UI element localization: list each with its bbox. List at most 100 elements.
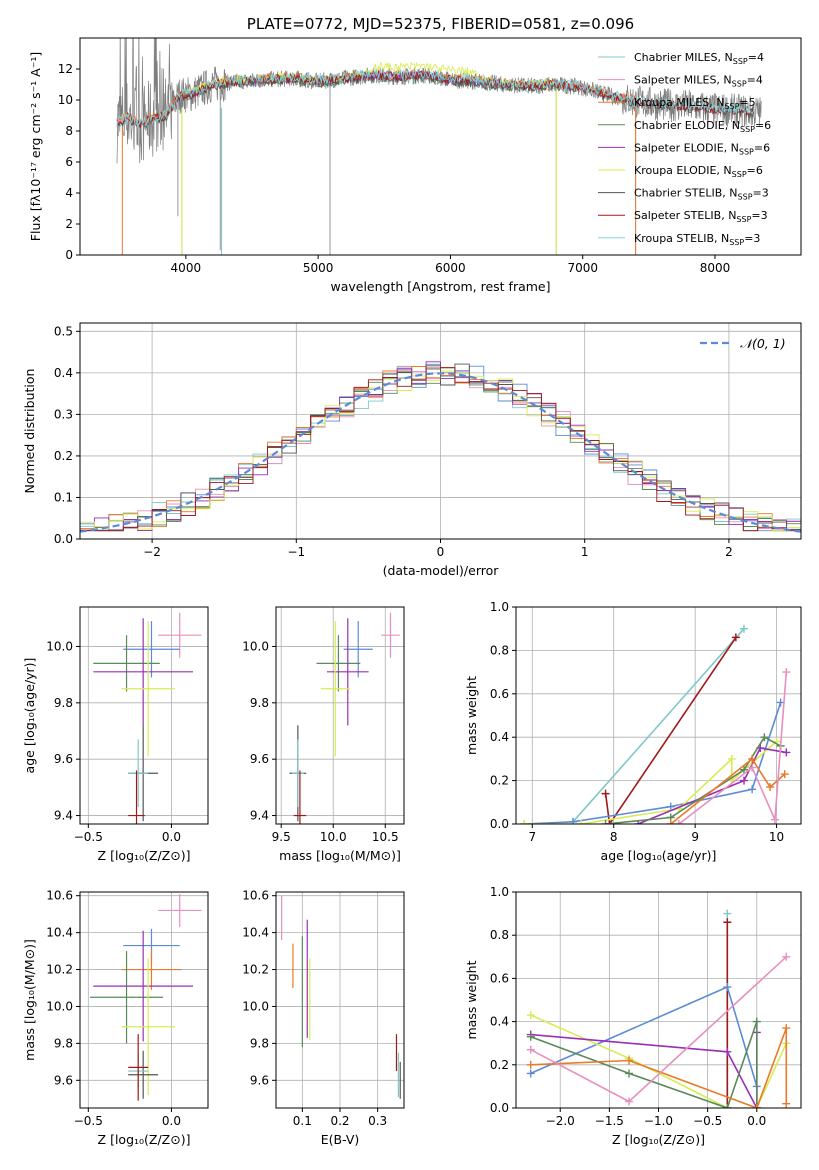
legend-label-name: Salpeter STELIB, N (634, 209, 736, 222)
weight-point-marker (723, 1104, 732, 1108)
weight-point-marker (780, 770, 789, 779)
legend-label-name: Kroupa ELODIE, N (634, 164, 732, 177)
y-tick-label: 9.8 (54, 696, 73, 710)
panel-ebv: 0.1 0.2 0.3 9.6 9.8 10.0 10.2 10.4 10.6 E(B-V) (242, 889, 405, 1147)
weight-point-marker (740, 776, 748, 785)
x-tick-label: −0.5 (74, 830, 103, 844)
legend-label-value: =6 (754, 141, 770, 154)
x-tick-label: 8000 (700, 261, 731, 275)
y-tick-label: 9.4 (54, 809, 73, 823)
y-tick-label: 0.2 (490, 1058, 509, 1072)
model-spectrum-line (116, 68, 755, 127)
x-tick-label: 6000 (435, 261, 466, 275)
panel-mass-vs-Z: −0.5 0.0 9.6 9.8 10.0 10.2 10.4 10.6 Z [log₁₀(Z/… (22, 889, 209, 1147)
weight-point-marker (601, 789, 610, 798)
y-tick-label: 10.0 (46, 999, 73, 1013)
legend-label-value: =4 (748, 51, 764, 64)
legend-label-name: Chabrier STELIB, N (634, 187, 738, 200)
weight-point-marker (605, 820, 614, 824)
weight-series-line (524, 702, 782, 824)
plot-frame (515, 891, 802, 1109)
weight-point-marker (520, 820, 529, 824)
y-tick-label: 1.0 (490, 885, 509, 899)
plot-area-mass-vs-Z (89, 893, 202, 1101)
weight-point-marker (740, 765, 748, 774)
weight-series-line (530, 1032, 758, 1108)
weight-point-marker (752, 1017, 761, 1026)
x-tick-label: 10 (769, 830, 784, 844)
weight-point-marker (748, 763, 757, 772)
weight-point-marker (526, 1060, 535, 1069)
x-tick-label: −2 (143, 545, 161, 559)
y-tick-label: 0 (65, 248, 73, 262)
x-tick-label: 8 (610, 830, 618, 844)
weight-point-marker (752, 1104, 761, 1108)
legend-label-value: =3 (751, 209, 767, 222)
plot-area-residuals (80, 361, 801, 533)
y-tick-label: 0.5 (54, 324, 73, 338)
x-tick-label: −0.5 (74, 1114, 103, 1128)
y-tick-label: 10.0 (242, 639, 269, 653)
y-tick-label: 8 (65, 124, 73, 138)
weight-series-line (670, 757, 786, 824)
y-tick-label: 9.6 (54, 752, 73, 766)
y-tick-label: 0.4 (54, 366, 73, 380)
weight-point-marker (740, 624, 748, 633)
weight-point-marker (526, 1069, 535, 1078)
x-tick-label: 2 (725, 545, 733, 559)
x-tick-label: 0.3 (368, 1114, 387, 1128)
x-tick-label: −1.0 (644, 1114, 673, 1128)
x-tick-label: 0.0 (747, 1114, 766, 1128)
x-tick-label: 7 (528, 830, 536, 844)
x-tick-label: 5000 (303, 261, 334, 275)
y-tick-label: 0.8 (490, 643, 509, 657)
legend-label: Salpeter ELODIE, NSSP=6 (634, 141, 770, 156)
legend-label: Salpeter MILES, NSSP=4 (634, 74, 763, 89)
panel-age-vs-mass: 9.5 10.0 10.5 9.4 9.6 9.8 10.0 mass [log₁₀(M/M⊙… (242, 606, 405, 863)
plot-area-age-vs-Z (93, 612, 202, 824)
y-axis-label: Normed distribution (22, 369, 37, 494)
x-axis-label: (data-model)/error (383, 563, 500, 578)
model-spectrum-line (116, 71, 755, 129)
panel-weight-vs-Z: −2.0 −1.5 −1.0 −0.5 0.0 0.0 0.2 0.4 0.6 0.8 1.0 Z [… (464, 885, 802, 1147)
y-tick-label: 9.8 (54, 1036, 73, 1050)
weight-point-marker (625, 1069, 634, 1078)
y-tick-label: 0.0 (54, 532, 73, 546)
x-tick-label: 0.2 (330, 1114, 349, 1128)
legend-label-subscript: SSP (738, 193, 753, 202)
y-tick-label: 0.1 (54, 490, 73, 504)
weight-series-line (678, 672, 788, 824)
y-axis-label: Flux [fλ10⁻¹⁷ erg cm⁻² s⁻¹ A⁻¹] (28, 52, 43, 241)
weight-point-marker (569, 817, 577, 824)
y-tick-label: 9.8 (250, 696, 269, 710)
weight-series-line (530, 1014, 788, 1108)
legend-label-subscript: SSP (724, 102, 739, 111)
x-tick-label: 0.0 (162, 1114, 181, 1128)
weight-point-marker (674, 820, 683, 824)
plot-area-age-vs-mass (289, 612, 400, 824)
panel-weight-vs-age: 7 8 9 10 0.0 0.2 0.4 0.6 0.8 1.0 age [log₁₀(age/yr… (464, 600, 802, 863)
weight-point-marker (782, 668, 791, 677)
legend-label-subscript: SSP (739, 147, 754, 156)
plot-frame (275, 606, 405, 825)
y-tick-label: 2 (65, 217, 73, 231)
y-tick-label: 0.0 (490, 817, 509, 831)
x-axis-label: Z [log₁₀(Z/Z⊙)] (612, 1132, 705, 1147)
weight-series-line (524, 740, 778, 824)
legend-label: Chabrier ELODIE, NSSP=6 (634, 119, 771, 134)
x-tick-label: 0.0 (162, 830, 181, 844)
x-axis-label: mass [log₁₀(M/M⊙)] (279, 848, 401, 863)
y-tick-label: 0.0 (490, 1101, 509, 1115)
legend-label: Chabrier MILES, NSSP=4 (634, 51, 764, 66)
weight-series-line (604, 636, 737, 824)
legend-label-name: Salpeter MILES, N (634, 74, 732, 87)
chart-title: PLATE=0772, MJD=52375, FIBERID=0581, z=0… (247, 15, 634, 33)
plot-area-ebv (281, 895, 401, 1099)
y-tick-label: 9.6 (250, 752, 269, 766)
plot-area-weight-vs-Z (526, 909, 791, 1108)
legend-label-value: =4 (747, 74, 763, 87)
y-tick-label: 0.8 (490, 928, 509, 942)
weight-point-marker (577, 820, 586, 824)
